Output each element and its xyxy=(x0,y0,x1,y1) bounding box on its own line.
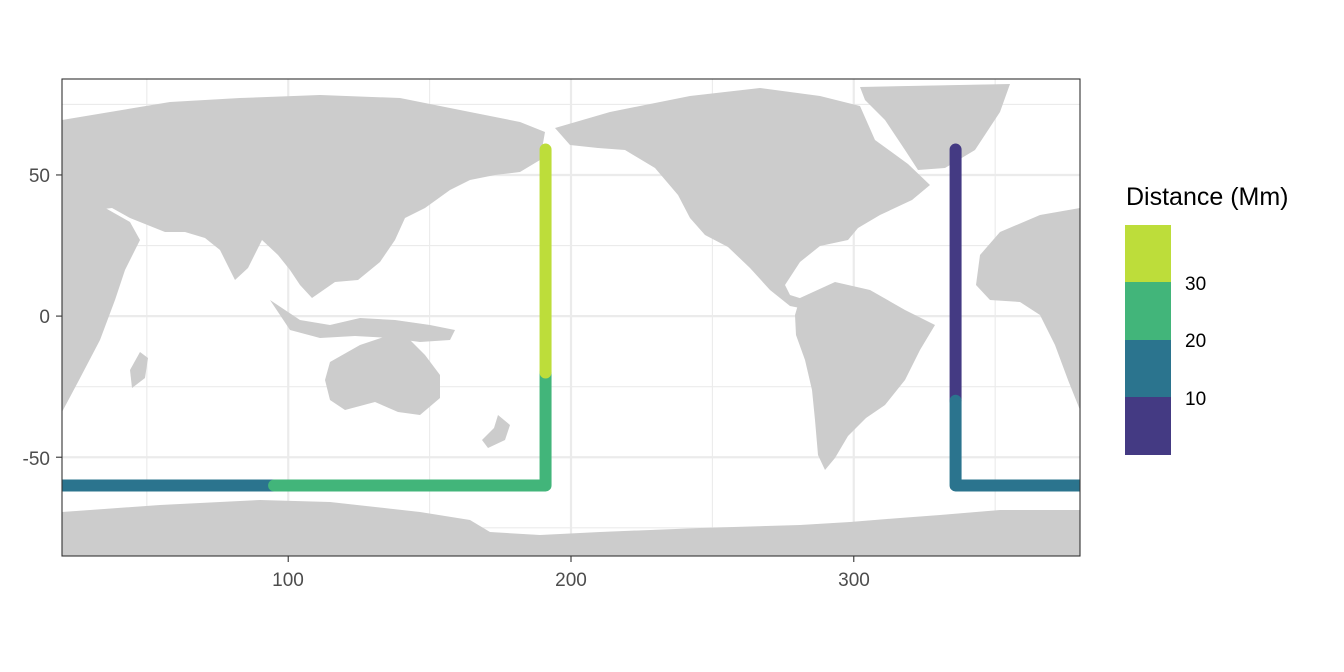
x-tick-label: 100 xyxy=(272,570,304,591)
land-antarctica xyxy=(62,500,1080,556)
land-japan xyxy=(392,175,418,210)
land-madagascar xyxy=(130,352,148,388)
land-masses xyxy=(62,84,1080,556)
land-south-america xyxy=(795,282,935,470)
land-africa-east xyxy=(976,208,1080,410)
legend-key-30-plus xyxy=(1125,225,1171,282)
land-greenland xyxy=(860,84,1010,170)
route-segment-2 xyxy=(268,366,552,492)
y-tick-label: 0 xyxy=(39,307,50,328)
land-australia xyxy=(325,335,440,415)
y-tick-label: 50 xyxy=(29,166,50,187)
x-axis-labels: 100 200 300 xyxy=(272,570,870,591)
legend-title: Distance (Mm) xyxy=(1126,183,1289,211)
legend-key-20-30 xyxy=(1125,282,1171,340)
land-eurasia xyxy=(62,95,545,298)
land-africa xyxy=(62,205,140,412)
legend-key-0-10 xyxy=(1125,397,1171,455)
land-new-zealand xyxy=(482,415,510,448)
land-north-america xyxy=(555,88,930,310)
route-lines xyxy=(62,143,1080,492)
y-axis-labels: 50 0 -50 xyxy=(23,166,50,470)
legend-label-10: 10 xyxy=(1185,389,1206,410)
legend-key-10-20 xyxy=(1125,340,1171,397)
axis-ticks xyxy=(56,174,855,562)
legend-label-30: 30 xyxy=(1185,274,1206,295)
route-segment-5 xyxy=(949,394,1080,492)
x-tick-label: 300 xyxy=(838,570,870,591)
y-tick-label: -50 xyxy=(23,449,50,470)
land-indonesia xyxy=(270,300,455,342)
x-tick-label: 200 xyxy=(555,570,587,591)
legend: Distance (Mm) 30 20 10 xyxy=(1125,183,1289,455)
legend-label-20: 20 xyxy=(1185,331,1206,352)
